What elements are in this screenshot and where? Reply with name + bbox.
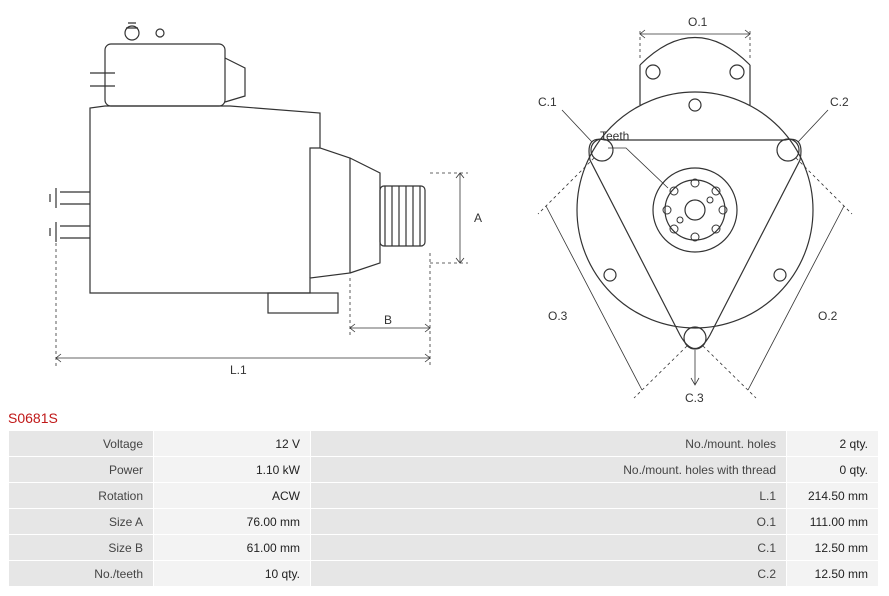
dim-label-o1: O.1 [688,15,708,29]
spec-label: O.1 [311,509,787,535]
spec-label: L.1 [311,483,787,509]
spec-label: Power [9,457,154,483]
spec-value: 12 V [154,431,311,457]
table-row: Size B 61.00 mm C.1 12.50 mm [9,535,879,561]
spec-value: 111.00 mm [787,509,879,535]
table-row: Rotation ACW L.1 214.50 mm [9,483,879,509]
spec-value: 10 qty. [154,561,311,587]
dim-label-c3: C.3 [685,391,704,405]
spec-value: 214.50 mm [787,483,879,509]
spec-label: C.2 [311,561,787,587]
face-view-diagram: O.1 O.2 O.3 C.1 C.2 C.3 Teeth [520,10,870,405]
table-row: Voltage 12 V No./mount. holes 2 qty. [9,431,879,457]
dim-label-o2: O.2 [818,309,838,323]
diagram-area: A B L.1 [0,0,889,400]
spec-label: C.1 [311,535,787,561]
spec-value: 12.50 mm [787,561,879,587]
spec-value: 1.10 kW [154,457,311,483]
spec-label: No./mount. holes [311,431,787,457]
spec-value: 61.00 mm [154,535,311,561]
dim-label-l1: L.1 [230,363,247,377]
spec-value: 0 qty. [787,457,879,483]
table-row: Size A 76.00 mm O.1 111.00 mm [9,509,879,535]
spec-value: 12.50 mm [787,535,879,561]
dim-label-a: A [474,211,482,225]
spec-label: Size B [9,535,154,561]
spec-value: ACW [154,483,311,509]
spec-value: 76.00 mm [154,509,311,535]
spec-label: Voltage [9,431,154,457]
side-view-diagram: A B L.1 [20,18,490,388]
table-row: Power 1.10 kW No./mount. holes with thre… [9,457,879,483]
spec-value: 2 qty. [787,431,879,457]
table-row: No./teeth 10 qty. C.2 12.50 mm [9,561,879,587]
spec-table: Voltage 12 V No./mount. holes 2 qty. Pow… [8,430,879,587]
spec-label: No./mount. holes with thread [311,457,787,483]
dim-label-teeth: Teeth [600,129,629,143]
spec-label: Size A [9,509,154,535]
spec-label: No./teeth [9,561,154,587]
dim-label-c2: C.2 [830,95,849,109]
dim-label-c1: C.1 [538,95,557,109]
part-number-title: S0681S [8,410,58,426]
dim-label-b: B [384,313,392,327]
spec-label: Rotation [9,483,154,509]
dim-label-o3: O.3 [548,309,568,323]
